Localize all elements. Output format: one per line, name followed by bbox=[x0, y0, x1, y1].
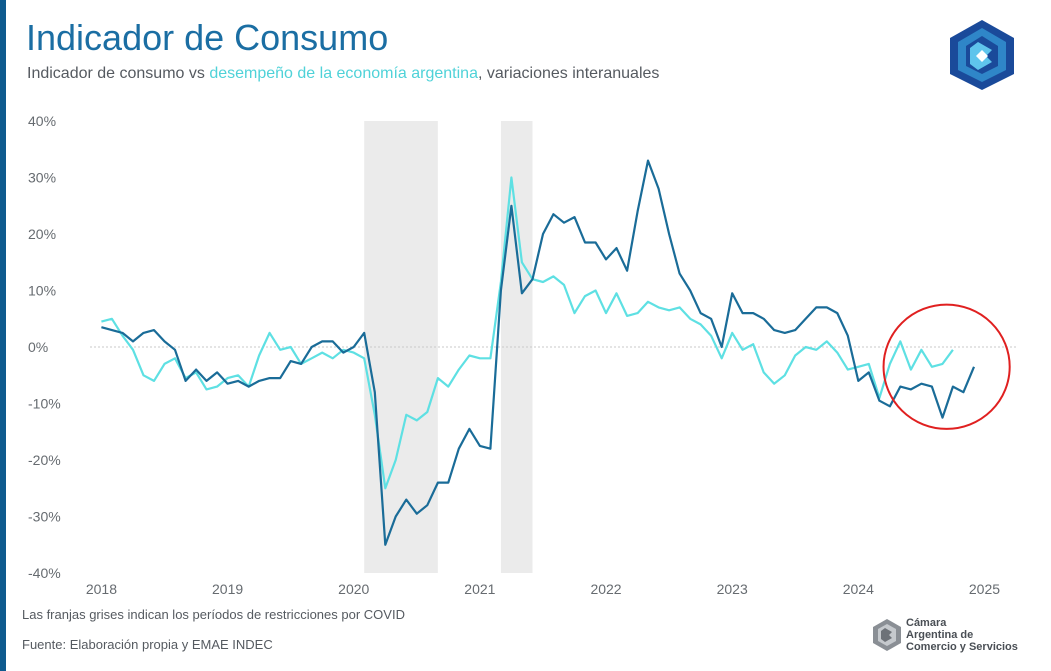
x-tick-label: 2023 bbox=[717, 581, 748, 597]
y-tick-label: -30% bbox=[28, 509, 61, 525]
x-tick-label: 2021 bbox=[464, 581, 495, 597]
x-tick-label: 2019 bbox=[212, 581, 243, 597]
covid-footnote: Las franjas grises indican los períodos … bbox=[22, 607, 405, 622]
page-subtitle: Indicador de consumo vs desempeño de la … bbox=[27, 65, 659, 83]
x-tick-label: 2025 bbox=[969, 581, 1000, 597]
covid-shade-0 bbox=[364, 121, 438, 573]
line-chart: 40% 30% 20% 10% 0% -10% -20% -30% -40% 2018 2019 20… bbox=[28, 113, 1016, 597]
y-tick-label: 20% bbox=[28, 226, 56, 242]
series-line-emae bbox=[101, 176, 954, 490]
cac-logo-small-icon bbox=[873, 619, 901, 651]
page-title: Indicador de Consumo bbox=[26, 17, 389, 58]
x-tick-label: 2022 bbox=[590, 581, 621, 597]
source-note: Fuente: Elaboración propia y EMAE INDEC bbox=[22, 637, 273, 652]
org-line-2: Argentina de bbox=[906, 629, 974, 641]
org-line-1: Cámara bbox=[906, 617, 947, 629]
y-tick-label: 30% bbox=[28, 170, 56, 186]
y-tick-label: -10% bbox=[28, 396, 61, 412]
cac-logo-icon bbox=[950, 20, 1014, 90]
subtitle-text: Indicador de consumo vs bbox=[27, 65, 210, 82]
y-tick-label: 10% bbox=[28, 283, 56, 299]
x-tick-label: 2024 bbox=[843, 581, 874, 597]
y-tick-label: -20% bbox=[28, 452, 61, 468]
y-tick-label: 40% bbox=[28, 113, 56, 129]
subtitle-highlight: desempeño de la economía argentina bbox=[209, 65, 478, 82]
x-tick-label: 2020 bbox=[338, 581, 369, 597]
org-name: Cámara Argentina de Comercio y Servicios bbox=[906, 617, 1018, 653]
y-tick-label: -40% bbox=[28, 565, 61, 581]
org-line-3: Comercio y Servicios bbox=[906, 641, 1018, 653]
x-tick-label: 2018 bbox=[86, 581, 117, 597]
accent-bar bbox=[0, 0, 6, 671]
subtitle-suffix: , variaciones interanuales bbox=[477, 65, 660, 82]
series-line-consumo bbox=[101, 159, 976, 546]
y-tick-label: 0% bbox=[28, 339, 48, 355]
highlight-circle bbox=[882, 303, 1011, 430]
